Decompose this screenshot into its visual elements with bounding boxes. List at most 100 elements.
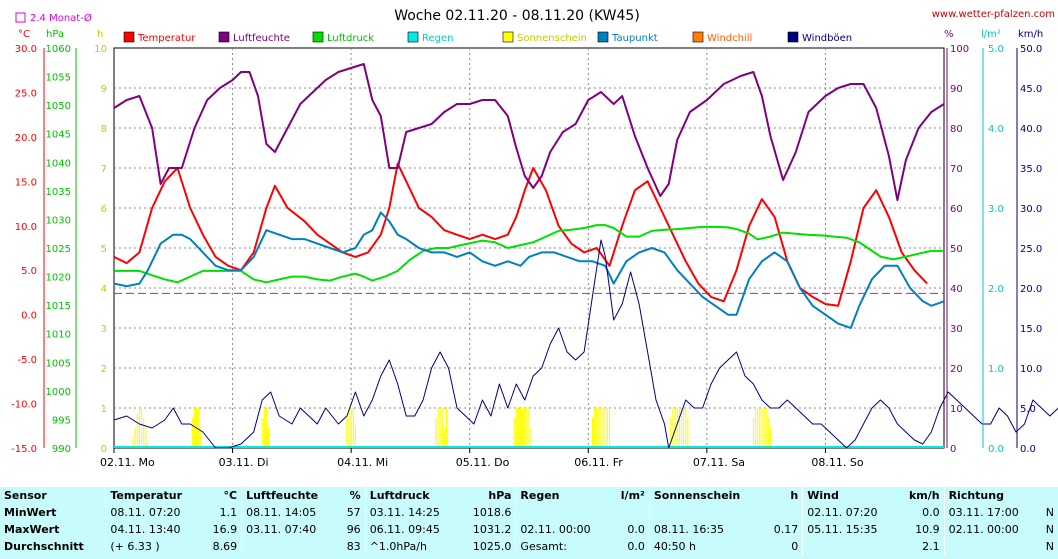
stats-header-row: Sensor Temperatur °C Luftfeuchte% Luftdruck h… [0, 487, 1058, 504]
tick-label-pressure: 1025 [46, 244, 71, 255]
stats-cell: h [790, 489, 799, 502]
sunshine-bar [765, 408, 767, 448]
stats-cell: km/h [908, 489, 940, 502]
tick-label-sunshine: 0 [101, 444, 107, 455]
day-label: 02.11. Mo [100, 456, 155, 469]
tick-label-humidity: 30 [950, 324, 963, 335]
stats-cell: 0.17 [773, 523, 799, 536]
stats-cell: MaxWert [4, 523, 60, 536]
sunshine-bar [608, 408, 611, 448]
sunshine-bar [596, 408, 598, 448]
stats-cell: 96 [346, 523, 361, 536]
tick-label-temperature: 5.0 [21, 266, 37, 277]
tick-label-temperature: 15.0 [15, 177, 37, 188]
stats-cell: °C [223, 489, 238, 502]
sunshine-bar [687, 418, 689, 448]
stats-cell: 03.11. 07:40 [241, 521, 339, 538]
sunshine-bar [678, 408, 680, 448]
stats-cell: 16.9 [212, 523, 238, 536]
tick-label-sunshine: 2 [101, 364, 107, 375]
stats-cell: Temperatur [105, 487, 203, 504]
stats-cell: Gesamt: [515, 538, 611, 555]
stats-cell: Richtung [943, 487, 1039, 504]
unit-rain-label: l/m² [981, 29, 1001, 40]
stats-cell: 0.0 [627, 540, 645, 553]
tick-label-humidity: 10 [950, 404, 963, 415]
tick-label-temperature: -10.0 [11, 400, 37, 411]
tick-label-humidity: 90 [950, 84, 963, 95]
stats-cell: 03.11. 14:25 [364, 504, 460, 521]
tick-label-sunshine: 9 [101, 84, 107, 95]
stats-cell: 1031.2 [472, 523, 512, 536]
stats-cell: Sonnenschein [648, 487, 764, 504]
unit-hpa-label: hPa [46, 29, 64, 40]
day-label: 04.11. Mi [337, 456, 388, 469]
sunshine-bar [674, 408, 676, 448]
tick-label-pressure: 1040 [46, 158, 71, 169]
stats-cell: 08.11. 14:05 [241, 504, 339, 521]
sunshine-bar [132, 438, 134, 448]
stats-cell: 06.11. 09:45 [364, 521, 460, 538]
stats-cell: 02.11. 00:00 [943, 521, 1039, 538]
sunshine-bar [348, 408, 350, 448]
stats-cell [610, 504, 649, 521]
sunshine-bar [767, 418, 769, 448]
sunshine-bar [261, 418, 263, 448]
sunshine-bar [522, 408, 524, 448]
stats-cell: 05.11. 15:35 [802, 521, 898, 538]
stats-cell [763, 504, 803, 521]
tick-label-temperature: -5.0 [17, 355, 37, 366]
stats-cell: ^1.0hPa/h [364, 538, 460, 555]
sunshine-bar [265, 408, 268, 448]
stats-cell: 02.11. 07:20 [802, 504, 898, 521]
humidity-line [113, 63, 945, 201]
stats-cell: (+ 6.33 ) [105, 538, 203, 555]
tick-label-pressure: 990 [52, 444, 71, 455]
sunshine-bar [528, 408, 530, 448]
tick-label-sunshine: 8 [101, 124, 107, 135]
sunshine-bar [519, 408, 522, 448]
tick-label-wind: 5.0 [1020, 404, 1036, 415]
sunshine-bar [672, 408, 674, 448]
legend-label: Windböen [802, 33, 852, 44]
tick-label-pressure: 1045 [46, 130, 71, 141]
sunshine-bar [757, 408, 759, 448]
stats-cell [1038, 487, 1058, 504]
tick-label-rain: 4.0 [988, 124, 1004, 135]
stats-cell [241, 538, 339, 555]
sunshine-bar [670, 418, 672, 448]
sunshine-bar [191, 418, 193, 448]
monthly-avg-legend-box [15, 12, 26, 23]
tick-label-wind: 10.0 [1020, 364, 1042, 375]
stats-cell: N [1045, 523, 1054, 536]
tick-label-pressure: 1020 [46, 273, 71, 284]
sunshine-bar [530, 428, 532, 448]
legend-label: Luftdruck [327, 33, 374, 44]
stats-cell: 02.11. 00:00 [515, 521, 611, 538]
stats-cell: 2.1 [922, 540, 940, 553]
tick-label-humidity: 60 [950, 204, 963, 215]
sunshine-bar [682, 408, 685, 448]
sunshine-bar [134, 428, 136, 448]
sunshine-bar [515, 408, 517, 448]
stats-cell [515, 504, 611, 521]
legend-label: Temperatur [137, 33, 196, 44]
tick-label-temperature: 10.0 [15, 222, 37, 233]
stats-cell: 1.1 [219, 506, 238, 519]
day-label: 05.11. Do [456, 456, 510, 469]
tick-label-wind: 50.0 [1020, 44, 1042, 55]
tick-label-humidity: 50 [950, 244, 963, 255]
sunshine-bar [267, 428, 270, 448]
sunshine-bar [439, 408, 441, 448]
tick-label-humidity: 40 [950, 284, 963, 295]
stats-cell: Luftfeuchte [241, 487, 339, 504]
sunshine-bar [759, 408, 761, 448]
sunshine-bar [441, 408, 443, 448]
tick-label-sunshine: 5 [101, 244, 107, 255]
tick-label-humidity: 0 [950, 444, 956, 455]
tick-label-sunshine: 1 [101, 404, 107, 415]
unit-hours-label: h [97, 29, 103, 40]
tick-label-wind: 35.0 [1020, 164, 1042, 175]
tick-label-humidity: 70 [950, 164, 963, 175]
tick-label-wind: 40.0 [1020, 124, 1042, 135]
